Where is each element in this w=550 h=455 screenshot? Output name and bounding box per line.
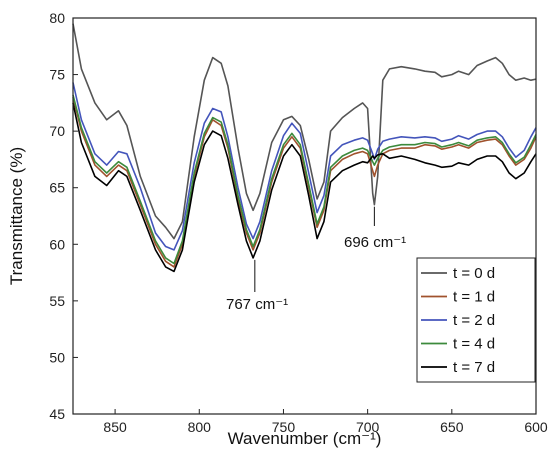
axis-layer: 850 800 750 700 650 600 45 50 55 60 65 70 75 80 Wavenu… [7, 10, 548, 448]
y-tick-label-5: 70 [49, 123, 65, 139]
x-tick-label-2: 750 [272, 419, 296, 435]
x-tick-label-5: 600 [524, 419, 548, 435]
x-tick-label-1: 800 [188, 419, 212, 435]
x-tick-label-3: 700 [356, 419, 380, 435]
plot-frame [72, 17, 537, 415]
annotation-696-label: 696 cm⁻¹ [344, 234, 406, 251]
series-line-3 [72, 94, 537, 265]
y-tick-label-3: 60 [49, 236, 65, 252]
x-tick-label-0: 850 [103, 419, 127, 435]
legend-label-2: t = 2 d [453, 312, 495, 329]
y-tick-label-7: 80 [49, 10, 65, 26]
legend-label-4: t = 7 d [453, 359, 495, 376]
annotation-layer: 767 cm⁻¹ 696 cm⁻¹ [226, 206, 406, 313]
y-tick-label-1: 50 [49, 349, 65, 365]
legend-label-0: t = 0 d [453, 265, 495, 282]
legend-label-1: t = 1 d [453, 289, 495, 306]
series-line-2 [72, 82, 537, 251]
series-layer [72, 23, 537, 273]
y-tick-label-6: 75 [49, 67, 65, 83]
y-tick-label-0: 45 [49, 406, 65, 422]
annotation-767-label: 767 cm⁻¹ [226, 296, 288, 313]
legend-label-3: t = 4 d [453, 336, 495, 353]
series-line-4 [72, 102, 537, 273]
x-axis-title: Wavenumber (cm⁻¹) [228, 429, 382, 448]
y-axis-title: Transmittance (%) [7, 147, 26, 285]
y-tick-label-2: 55 [49, 293, 65, 309]
x-tick-label-4: 650 [440, 419, 464, 435]
y-tick-label-4: 65 [49, 180, 65, 196]
legend: t = 0 d t = 1 d t = 2 d t = 4 d t = 7 d [416, 257, 536, 383]
series-line-0 [72, 23, 537, 240]
